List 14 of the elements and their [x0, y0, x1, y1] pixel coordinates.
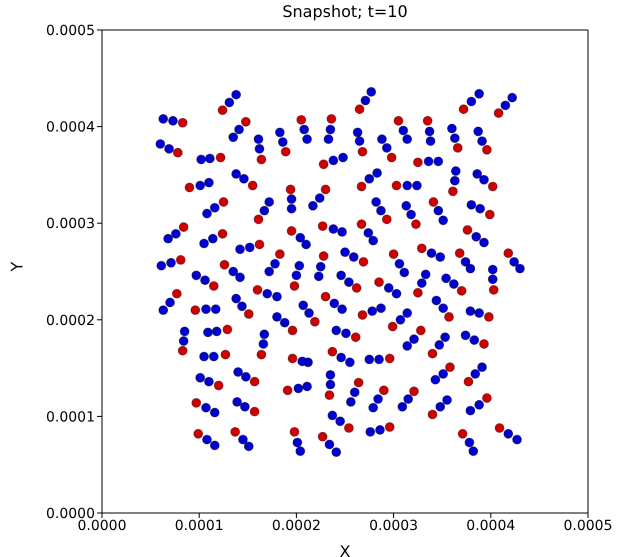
x-tick-label: 0.0002	[272, 518, 321, 534]
x-tick-label: 0.0005	[564, 518, 612, 534]
x-tick-label: 0.0000	[78, 518, 126, 534]
y-tick-label: 0.0004	[46, 120, 96, 136]
x-tick-label: 0.0001	[174, 518, 224, 534]
x-axis-title: X	[340, 542, 351, 557]
y-tick-label: 0.0003	[46, 216, 95, 232]
x-tick-label: 0.0004	[466, 518, 516, 534]
x-tick-label: 0.0003	[369, 518, 418, 534]
y-tick-label: 0.0002	[46, 312, 95, 329]
y-axis-title: Y	[8, 262, 27, 272]
y-tick-label: 0.0001	[46, 409, 95, 426]
y-tick-label: 0.0005	[46, 22, 95, 39]
chart-title: Snapshot; t=10	[281, 2, 409, 21]
